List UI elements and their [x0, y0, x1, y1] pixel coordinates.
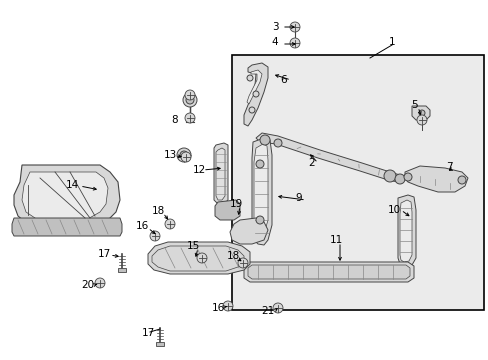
Circle shape	[238, 258, 247, 268]
Polygon shape	[12, 218, 122, 236]
Circle shape	[150, 231, 160, 241]
Text: 17: 17	[141, 328, 154, 338]
Text: 19: 19	[229, 199, 242, 209]
Text: 13: 13	[163, 150, 176, 160]
Circle shape	[416, 115, 426, 125]
Polygon shape	[399, 200, 411, 262]
Text: 3: 3	[271, 22, 278, 32]
Text: 15: 15	[186, 241, 199, 251]
Text: 7: 7	[445, 162, 451, 172]
Text: 21: 21	[261, 306, 274, 316]
Circle shape	[256, 216, 264, 224]
Text: 10: 10	[386, 205, 400, 215]
Text: 5: 5	[410, 100, 416, 110]
Circle shape	[180, 151, 187, 159]
Polygon shape	[253, 144, 267, 236]
Text: 20: 20	[81, 280, 94, 290]
Circle shape	[164, 219, 175, 229]
Polygon shape	[229, 218, 267, 244]
Circle shape	[197, 253, 206, 263]
Text: 6: 6	[280, 75, 287, 85]
Polygon shape	[246, 70, 262, 104]
Circle shape	[256, 160, 264, 168]
Text: 18: 18	[151, 206, 164, 216]
Polygon shape	[244, 63, 267, 126]
Polygon shape	[14, 165, 120, 230]
Text: 2: 2	[308, 158, 315, 168]
Text: 14: 14	[65, 180, 79, 190]
Polygon shape	[152, 246, 244, 271]
Circle shape	[252, 91, 259, 97]
Polygon shape	[22, 172, 108, 222]
Circle shape	[177, 148, 191, 162]
Circle shape	[223, 301, 232, 311]
Text: 16: 16	[211, 303, 224, 313]
Text: 12: 12	[192, 165, 205, 175]
Polygon shape	[216, 148, 224, 200]
Text: 9: 9	[295, 193, 302, 203]
Bar	[231, 55, 483, 310]
Circle shape	[181, 152, 191, 162]
Polygon shape	[156, 342, 163, 346]
Polygon shape	[397, 195, 415, 266]
Circle shape	[185, 96, 194, 104]
Polygon shape	[148, 242, 249, 274]
Text: 18: 18	[226, 251, 239, 261]
Polygon shape	[247, 265, 409, 279]
Polygon shape	[118, 268, 126, 272]
Polygon shape	[215, 200, 240, 220]
Text: 11: 11	[329, 235, 342, 245]
Polygon shape	[404, 166, 467, 192]
Circle shape	[418, 110, 424, 116]
Text: 1: 1	[388, 37, 394, 47]
Polygon shape	[411, 106, 429, 120]
Circle shape	[246, 75, 252, 81]
Circle shape	[289, 22, 299, 32]
Circle shape	[184, 90, 195, 100]
Circle shape	[248, 107, 254, 113]
Circle shape	[183, 93, 197, 107]
Circle shape	[184, 113, 195, 123]
Circle shape	[272, 303, 283, 313]
Text: 16: 16	[135, 221, 148, 231]
Polygon shape	[244, 262, 413, 282]
Circle shape	[457, 176, 465, 184]
Circle shape	[383, 170, 395, 182]
Polygon shape	[256, 133, 399, 182]
Circle shape	[260, 135, 269, 145]
Circle shape	[273, 139, 282, 147]
Circle shape	[403, 173, 411, 181]
Circle shape	[95, 278, 105, 288]
Polygon shape	[251, 138, 271, 245]
Circle shape	[289, 38, 299, 48]
Text: 4: 4	[271, 37, 278, 47]
Text: 8: 8	[171, 115, 178, 125]
Polygon shape	[214, 143, 227, 204]
Circle shape	[394, 174, 404, 184]
Text: 17: 17	[97, 249, 110, 259]
